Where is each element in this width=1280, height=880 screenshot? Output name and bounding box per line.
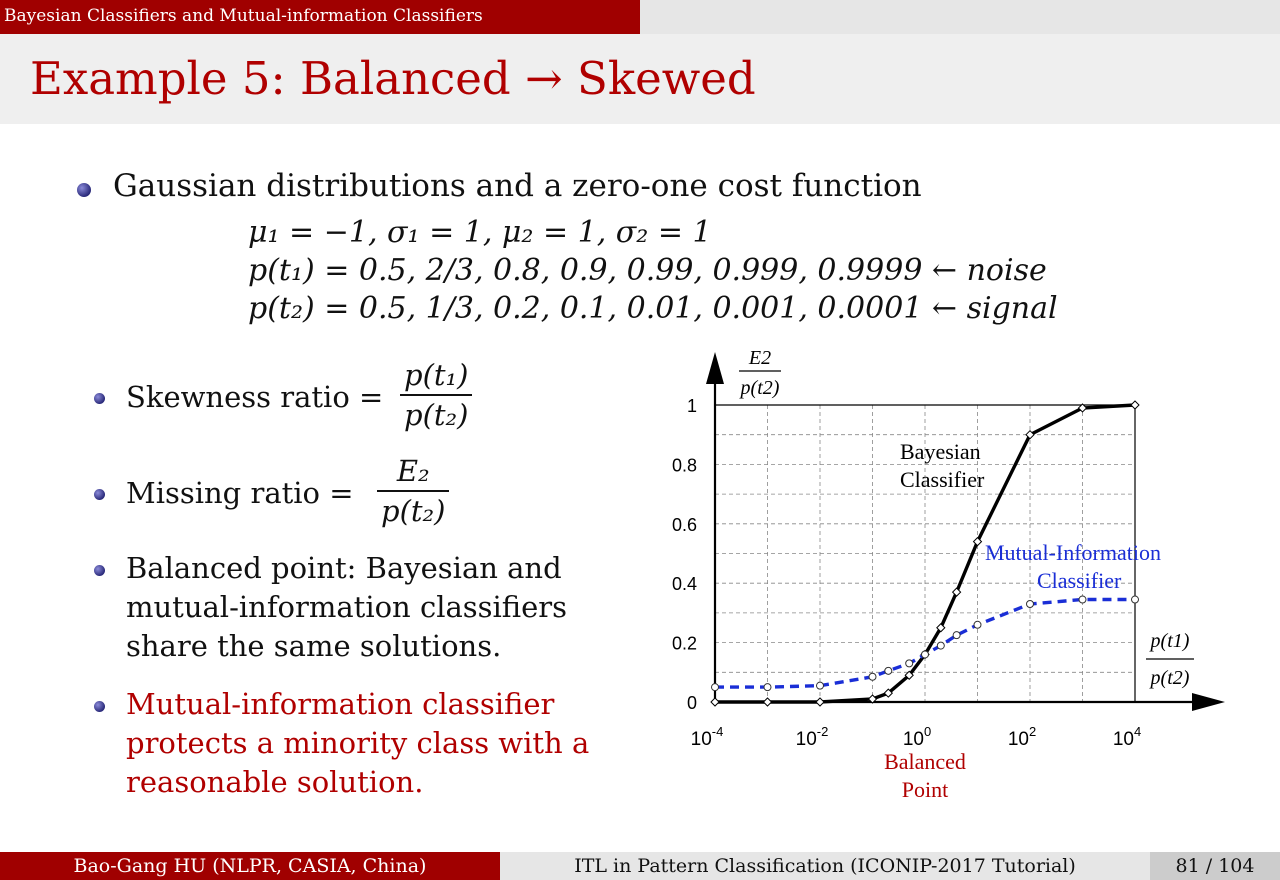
mi-point <box>905 659 914 668</box>
bullet-main-text: Gaussian distributions and a zero-one co… <box>113 168 922 204</box>
balanced-line-2: mutual-information classifiers <box>126 590 568 624</box>
mi-point <box>884 666 893 675</box>
bayesian-label-line-2: Classifier <box>900 467 985 492</box>
y-axis-label-numerator: E2 <box>748 347 771 369</box>
title-bar <box>0 34 1280 124</box>
mi-point <box>952 631 961 640</box>
mi-line-2: protects a minority class with a <box>126 726 590 760</box>
footer-page: 81 / 104 <box>1150 852 1280 880</box>
skewness-denominator: p(t₂) <box>404 398 469 432</box>
mi-point <box>763 683 772 692</box>
bayesian-point <box>972 536 983 547</box>
equation-pt2: p(t₂) = 0.5, 1/3, 0.2, 0.1, 0.01, 0.001,… <box>248 291 1058 326</box>
x-axis-label-numerator: p(t1) <box>1149 630 1190 652</box>
y-tick-label: 0.6 <box>672 515 697 535</box>
x-tick-label: 102 <box>1008 724 1036 750</box>
bayesian-point <box>1130 400 1140 410</box>
mi-line-1: Mutual-information classifier <box>126 687 555 721</box>
skewness-fraction: p(t₁) p(t₂) <box>400 358 473 432</box>
missing-fraction: E₂ p(t₂) <box>377 454 450 528</box>
balanced-point-line-1: Balanced <box>884 749 966 774</box>
bayesian-point <box>815 697 825 707</box>
chart: 0 0.2 0.4 0.6 0.8 1 10-4 10-2 100 102 104 Bayesian C… <box>660 340 1250 810</box>
mi-label-line-1: Mutual-Information <box>985 540 1161 565</box>
equation-parameters: μ₁ = −1, σ₁ = 1, μ₂ = 1, σ₂ = 1 <box>248 215 712 250</box>
balanced-line-3: share the same solutions. <box>126 629 502 663</box>
bayesian-point <box>1077 403 1088 413</box>
bayesian-point <box>883 688 894 698</box>
y-axis-label-denominator: p(t2) <box>739 377 780 399</box>
y-axis-arrow <box>706 352 724 384</box>
balanced-point-line-2: Point <box>902 777 948 802</box>
mi-point <box>1131 595 1139 604</box>
sub-bullet-dot <box>94 489 105 500</box>
y-tick-label: 1 <box>687 396 697 416</box>
fraction-bar <box>400 394 473 396</box>
footer-author[interactable]: Bao-Gang HU (NLPR, CASIA, China) <box>0 852 500 880</box>
mi-point <box>868 672 877 681</box>
y-tick-label: 0.2 <box>672 634 697 654</box>
bayesian-point <box>1025 429 1035 440</box>
mi-point <box>1026 599 1034 608</box>
mi-point <box>816 681 824 690</box>
x-tick-label: 104 <box>1113 724 1141 750</box>
equation-pt1: p(t₁) = 0.5, 2/3, 0.8, 0.9, 0.99, 0.999,… <box>248 253 1047 288</box>
section-title[interactable]: Bayesian Classifiers and Mutual-informat… <box>0 0 640 34</box>
x-axis-label-denominator: p(t2) <box>1149 667 1190 689</box>
mi-point <box>973 620 982 629</box>
fraction-bar <box>377 490 450 492</box>
missing-label: Missing ratio = <box>126 476 354 510</box>
sub-bullet-dot <box>94 565 105 576</box>
x-tick-label: 10-2 <box>796 724 829 750</box>
missing-denominator: p(t₂) <box>381 494 446 528</box>
mi-point <box>711 683 719 692</box>
bayesian-point <box>710 697 720 707</box>
missing-numerator: E₂ <box>396 454 430 488</box>
bayesian-point <box>951 587 962 597</box>
bayesian-label-line-1: Bayesian <box>900 439 981 464</box>
chart-svg: 0 0.2 0.4 0.6 0.8 1 10-4 10-2 100 102 104 Bayesian C… <box>672 347 1225 802</box>
mi-point <box>921 650 929 659</box>
skewness-numerator: p(t₁) <box>404 358 469 392</box>
mi-line-3: reasonable solution. <box>126 765 424 799</box>
sub-bullet-dot <box>94 393 105 404</box>
mi-point <box>936 641 945 650</box>
y-tick-label: 0.8 <box>672 455 697 475</box>
sub-bullet-dot <box>94 701 105 712</box>
bullet-dot <box>77 183 91 197</box>
bayesian-point <box>936 623 946 633</box>
mi-label-line-2: Classifier <box>1037 568 1122 593</box>
x-tick-label: 10-4 <box>691 724 724 750</box>
x-axis-arrow <box>1192 693 1225 711</box>
frame-title: Example 5: Balanced → Skewed <box>30 52 756 105</box>
balanced-line-1: Balanced point: Bayesian and <box>126 551 562 585</box>
footer-talk[interactable]: ITL in Pattern Classification (ICONIP-20… <box>500 852 1150 880</box>
bayesian-point <box>867 694 878 704</box>
y-tick-label: 0 <box>687 693 697 713</box>
bayesian-point <box>762 697 773 707</box>
y-tick-label: 0.4 <box>672 574 697 594</box>
x-tick-label: 100 <box>903 724 931 750</box>
mi-point <box>1078 595 1087 604</box>
skewness-label: Skewness ratio = <box>126 380 384 414</box>
bayesian-point <box>904 670 914 680</box>
